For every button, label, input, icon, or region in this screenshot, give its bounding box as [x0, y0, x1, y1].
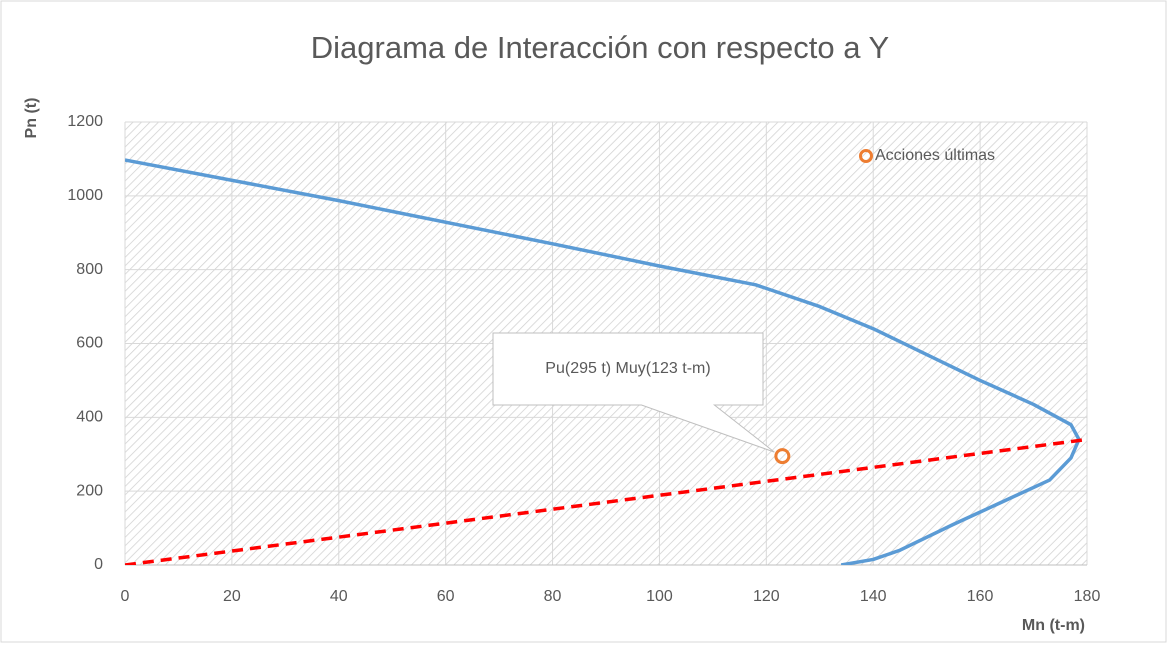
x-tick-label: 20 — [223, 588, 241, 605]
callout — [492, 332, 775, 453]
y-axis-title: Pn (t) — [23, 98, 40, 139]
legend-marker — [859, 149, 873, 163]
x-tick-label: 160 — [967, 588, 994, 605]
x-tick-label: 60 — [437, 588, 455, 605]
legend-label: Acciones últimas — [875, 147, 995, 164]
y-tick-label: 600 — [76, 335, 103, 352]
data-point — [774, 448, 791, 465]
x-tick-label: 120 — [753, 588, 780, 605]
annotation: Pu(295 t) Muy(123 t-m) — [545, 360, 710, 377]
x-tick-label: 0 — [121, 588, 130, 605]
y-tick-label: 400 — [76, 409, 103, 426]
x-tick-label: 140 — [860, 588, 887, 605]
chart-title: Diagrama de Interacción con respecto a Y — [311, 30, 889, 65]
y-tick-label: 1200 — [67, 113, 103, 130]
x-tick-label: 80 — [544, 588, 562, 605]
line-series — [125, 158, 1081, 565]
y-tick-label: 200 — [76, 482, 103, 499]
y-tick-label: 800 — [76, 261, 103, 278]
x-axis-title: Mn (t-m) — [1022, 617, 1085, 634]
x-tick-label: 100 — [646, 588, 673, 605]
x-tick-label: 40 — [330, 588, 348, 605]
y-tick-label: 1000 — [67, 187, 103, 204]
x-tick-label: 180 — [1074, 588, 1101, 605]
y-tick-label: 0 — [94, 556, 103, 573]
